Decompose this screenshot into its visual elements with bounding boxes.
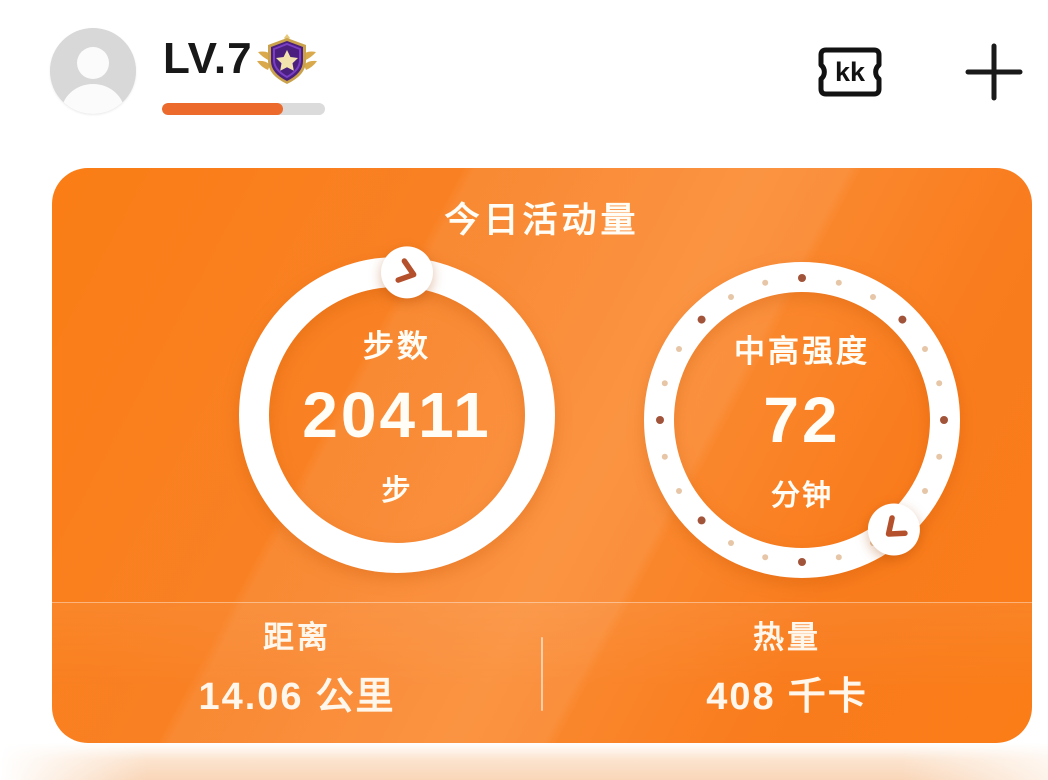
level-progress-bar xyxy=(162,103,325,115)
steps-label: 步数 xyxy=(363,328,431,364)
steps-unit: 步 xyxy=(381,475,413,508)
avatar[interactable] xyxy=(50,28,136,114)
intensity-ring[interactable]: 中高强度 72 分钟 xyxy=(622,240,982,600)
intensity-unit: 分钟 xyxy=(770,480,833,513)
calories-value: 408 xyxy=(706,676,776,718)
level-progress-fill xyxy=(162,103,283,115)
steps-ring[interactable]: 步数 20411 步 xyxy=(217,235,577,595)
calories-unit: 千卡 xyxy=(787,676,868,718)
ticket-icon xyxy=(818,47,882,97)
level-badge-icon xyxy=(257,34,317,84)
distance-stat[interactable]: 距离 14.06 公里 xyxy=(52,603,542,743)
distance-unit: 公里 xyxy=(315,676,396,718)
activity-card[interactable]: 今日活动量 步数 20411 步 xyxy=(52,168,1032,743)
calories-stat[interactable]: 热量 408 千卡 xyxy=(542,603,1032,743)
ticket-button[interactable]: kk xyxy=(816,46,884,98)
add-button[interactable] xyxy=(964,42,1024,102)
steps-ring-graphic xyxy=(239,246,555,573)
intensity-ring-chevron-icon xyxy=(885,515,908,537)
next-card-glow xyxy=(0,743,1048,780)
stats-row: 距离 14.06 公里 热量 408 千卡 xyxy=(52,602,1032,743)
steps-value: 20411 xyxy=(302,378,492,451)
intensity-value: 72 xyxy=(763,383,841,456)
distance-label: 距离 xyxy=(263,620,331,655)
user-level-label: LV.7 xyxy=(163,34,253,83)
steps-ring-chevron-icon xyxy=(395,258,417,283)
intensity-ring-graphic xyxy=(644,262,960,578)
avatar-placeholder-icon xyxy=(50,28,136,114)
card-title: 今日活动量 xyxy=(444,201,640,240)
plus-icon xyxy=(965,43,1023,101)
calories-label: 热量 xyxy=(753,620,821,655)
intensity-label: 中高强度 xyxy=(734,333,870,369)
ticket-label: kk xyxy=(834,57,866,87)
stats-divider xyxy=(541,637,543,711)
distance-value: 14.06 xyxy=(198,676,304,718)
